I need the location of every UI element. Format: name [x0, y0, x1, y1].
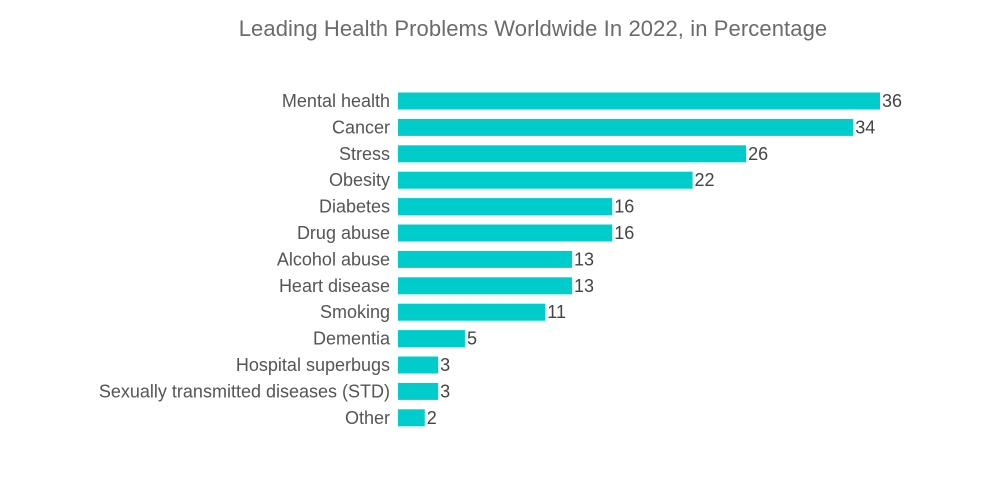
value-label: 2	[427, 408, 437, 428]
category-label: Dementia	[313, 329, 391, 349]
value-label: 26	[748, 144, 768, 164]
value-label: 13	[574, 249, 594, 269]
value-label: 5	[467, 329, 477, 349]
bar	[398, 250, 573, 268]
category-label: Other	[345, 408, 390, 428]
category-label: Stress	[339, 144, 390, 164]
bar	[398, 171, 693, 189]
bar	[398, 92, 880, 110]
value-label: 34	[855, 117, 875, 137]
category-label: Smoking	[320, 302, 390, 322]
category-label: Sexually transmitted diseases (STD)	[99, 381, 390, 401]
bar	[398, 303, 546, 321]
category-label: Mental health	[282, 91, 390, 111]
category-label: Drug abuse	[297, 223, 390, 243]
category-label: Cancer	[332, 117, 390, 137]
value-label: 13	[574, 276, 594, 296]
bar	[398, 224, 613, 242]
category-label: Diabetes	[319, 197, 390, 217]
bar	[398, 277, 573, 295]
bar	[398, 198, 613, 216]
value-label: 16	[614, 197, 634, 217]
bar	[398, 145, 747, 163]
value-label: 3	[440, 355, 450, 375]
category-label: Alcohol abuse	[277, 249, 390, 269]
value-label: 36	[882, 91, 902, 111]
value-label: 11	[547, 302, 566, 322]
value-label: 16	[614, 223, 634, 243]
category-label: Hospital superbugs	[236, 355, 390, 375]
value-label: 3	[440, 381, 450, 401]
bar	[398, 118, 854, 136]
category-label: Obesity	[329, 170, 390, 190]
category-label: Heart disease	[279, 276, 390, 296]
bar	[398, 409, 425, 427]
bar	[398, 356, 439, 374]
bar	[398, 382, 439, 400]
chart-title: Leading Health Problems Worldwide In 202…	[238, 16, 828, 41]
value-label: 22	[695, 170, 715, 190]
bar	[398, 330, 465, 348]
